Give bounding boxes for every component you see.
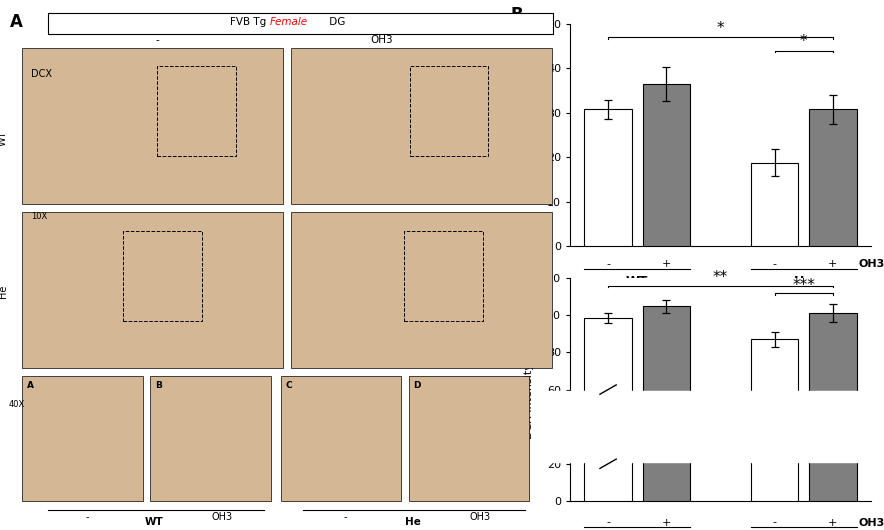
Bar bbox=[22, 212, 284, 368]
Text: +: + bbox=[661, 517, 671, 527]
Bar bbox=[404, 231, 483, 321]
Text: *: * bbox=[800, 34, 808, 49]
Text: -: - bbox=[344, 512, 347, 522]
Text: 10X: 10X bbox=[31, 212, 47, 221]
Bar bbox=[751, 340, 798, 501]
Bar bbox=[48, 13, 552, 34]
Bar bbox=[22, 376, 143, 501]
Bar bbox=[291, 212, 552, 368]
Text: C: C bbox=[286, 381, 292, 390]
Bar bbox=[751, 163, 798, 246]
Text: A: A bbox=[10, 13, 23, 31]
Bar bbox=[584, 109, 632, 246]
Text: 40X: 40X bbox=[9, 400, 25, 409]
Text: FVB Tg: FVB Tg bbox=[230, 17, 270, 27]
Text: He: He bbox=[0, 285, 8, 298]
Bar bbox=[408, 376, 530, 501]
Text: OH3: OH3 bbox=[211, 512, 232, 522]
Bar bbox=[157, 66, 236, 156]
Text: WT: WT bbox=[145, 517, 164, 527]
Y-axis label: DCX+ cells in DG: DCX+ cells in DG bbox=[531, 87, 542, 183]
Bar bbox=[643, 84, 690, 246]
Text: DCX: DCX bbox=[31, 69, 52, 79]
Text: +: + bbox=[828, 259, 837, 269]
Text: B: B bbox=[510, 6, 522, 24]
Bar bbox=[281, 376, 401, 501]
Text: OH3: OH3 bbox=[859, 259, 884, 269]
Text: OH3: OH3 bbox=[859, 517, 884, 527]
Text: -: - bbox=[85, 512, 88, 522]
Text: A: A bbox=[27, 381, 34, 390]
Text: Female: Female bbox=[270, 17, 308, 27]
Bar bbox=[584, 318, 632, 501]
Bar bbox=[570, 391, 871, 462]
Text: +: + bbox=[661, 259, 671, 269]
Bar bbox=[410, 66, 488, 156]
Bar bbox=[809, 109, 857, 246]
Text: -: - bbox=[606, 259, 610, 269]
Text: OH3: OH3 bbox=[370, 35, 393, 45]
Text: D: D bbox=[413, 381, 421, 390]
Text: -: - bbox=[606, 517, 610, 527]
Text: *: * bbox=[717, 21, 724, 36]
Text: OH3: OH3 bbox=[469, 512, 491, 522]
Text: -: - bbox=[156, 35, 159, 45]
Text: +: + bbox=[828, 517, 837, 527]
Text: DG: DG bbox=[325, 17, 345, 27]
Text: B: B bbox=[155, 381, 162, 390]
Text: He: He bbox=[405, 517, 421, 527]
Text: -: - bbox=[773, 517, 777, 527]
Text: -: - bbox=[773, 259, 777, 269]
Bar bbox=[809, 313, 857, 501]
Bar bbox=[643, 306, 690, 501]
Bar bbox=[540, 391, 570, 462]
Bar bbox=[291, 48, 552, 204]
Text: WT: WT bbox=[626, 276, 648, 288]
Bar bbox=[22, 48, 284, 204]
Text: C: C bbox=[510, 260, 522, 278]
Text: WT: WT bbox=[0, 130, 8, 146]
Bar bbox=[150, 376, 271, 501]
Text: He: He bbox=[795, 276, 813, 288]
Text: ***: *** bbox=[792, 278, 815, 293]
Bar bbox=[124, 231, 202, 321]
Text: **: ** bbox=[713, 270, 728, 285]
Y-axis label: DCX intensity (%): DCX intensity (%) bbox=[524, 340, 535, 439]
